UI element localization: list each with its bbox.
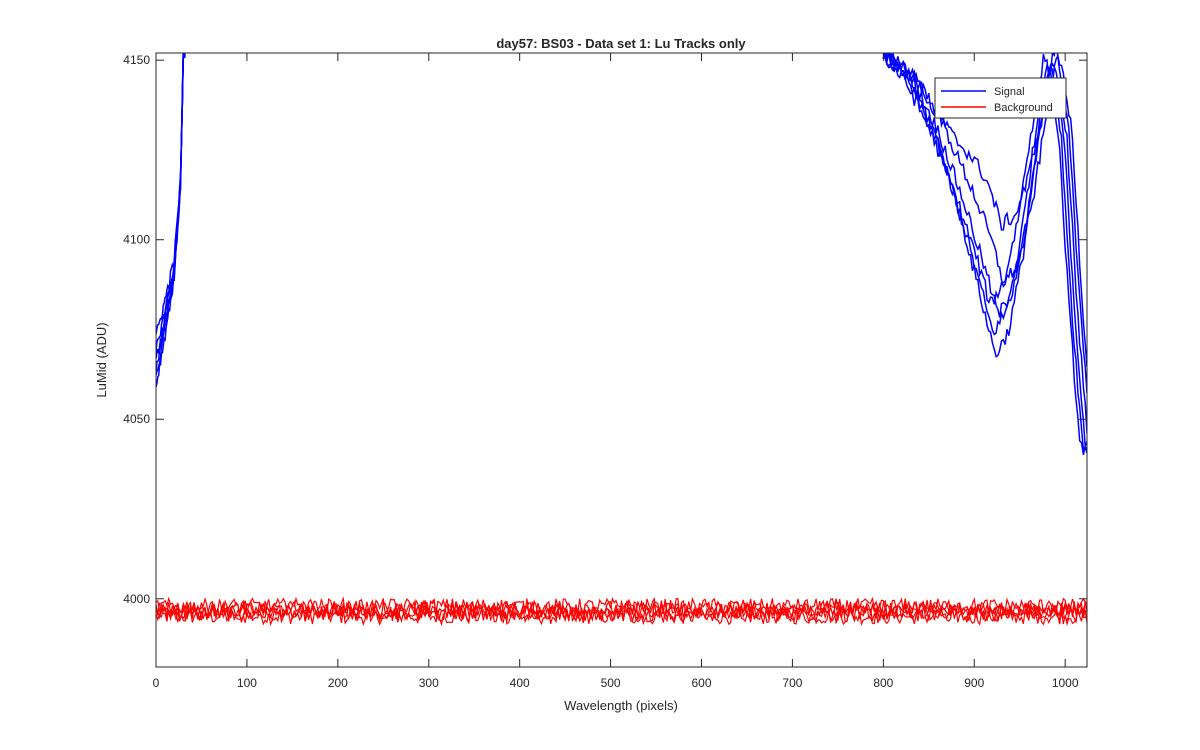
x-tick-label: 0 [153,676,160,690]
legend-box [934,77,1067,119]
background-trace [156,606,1087,627]
x-tick-label: 800 [873,676,893,690]
axes-box [155,52,1088,668]
background-trace [156,596,1087,616]
x-axis-ticks: 0 100 200 300 400 500 600 700 800 900 1000 [153,53,1079,690]
y-axis-label: LuMid (ADU) [94,322,109,397]
x-tick-label: 600 [691,676,711,690]
legend-signal-label: Signal [994,86,1025,98]
signal-trace-left [156,53,186,352]
series-layer [156,53,1087,627]
legend: Signal Background [934,77,1067,119]
y-tick-label: 4150 [123,53,150,67]
signal-trace-right [882,53,1087,394]
x-tick-label: 700 [782,676,802,690]
x-tick-label: 400 [510,676,530,690]
x-tick-label: 200 [328,676,348,690]
x-tick-label: 100 [237,676,257,690]
x-tick-label: 300 [419,676,439,690]
y-tick-label: 4100 [123,233,150,247]
plot-area: 0 100 200 300 400 500 600 700 800 900 1000 4000 405… [123,52,1088,690]
x-axis-label: Wavelength (pixels) [564,698,678,713]
x-tick-label: 500 [601,676,621,690]
y-tick-label: 4050 [123,412,150,426]
chart-title: day57: BS03 - Data set 1: Lu Tracks only [496,36,746,51]
axes-background [156,53,1087,667]
y-tick-label: 4000 [123,592,150,606]
legend-background-label: Background [994,102,1053,114]
y-axis-ticks: 4000 4050 4100 4150 [123,53,1087,606]
x-tick-label: 1000 [1052,676,1079,690]
x-tick-label: 900 [964,676,984,690]
signal-trace-right [882,53,1087,434]
